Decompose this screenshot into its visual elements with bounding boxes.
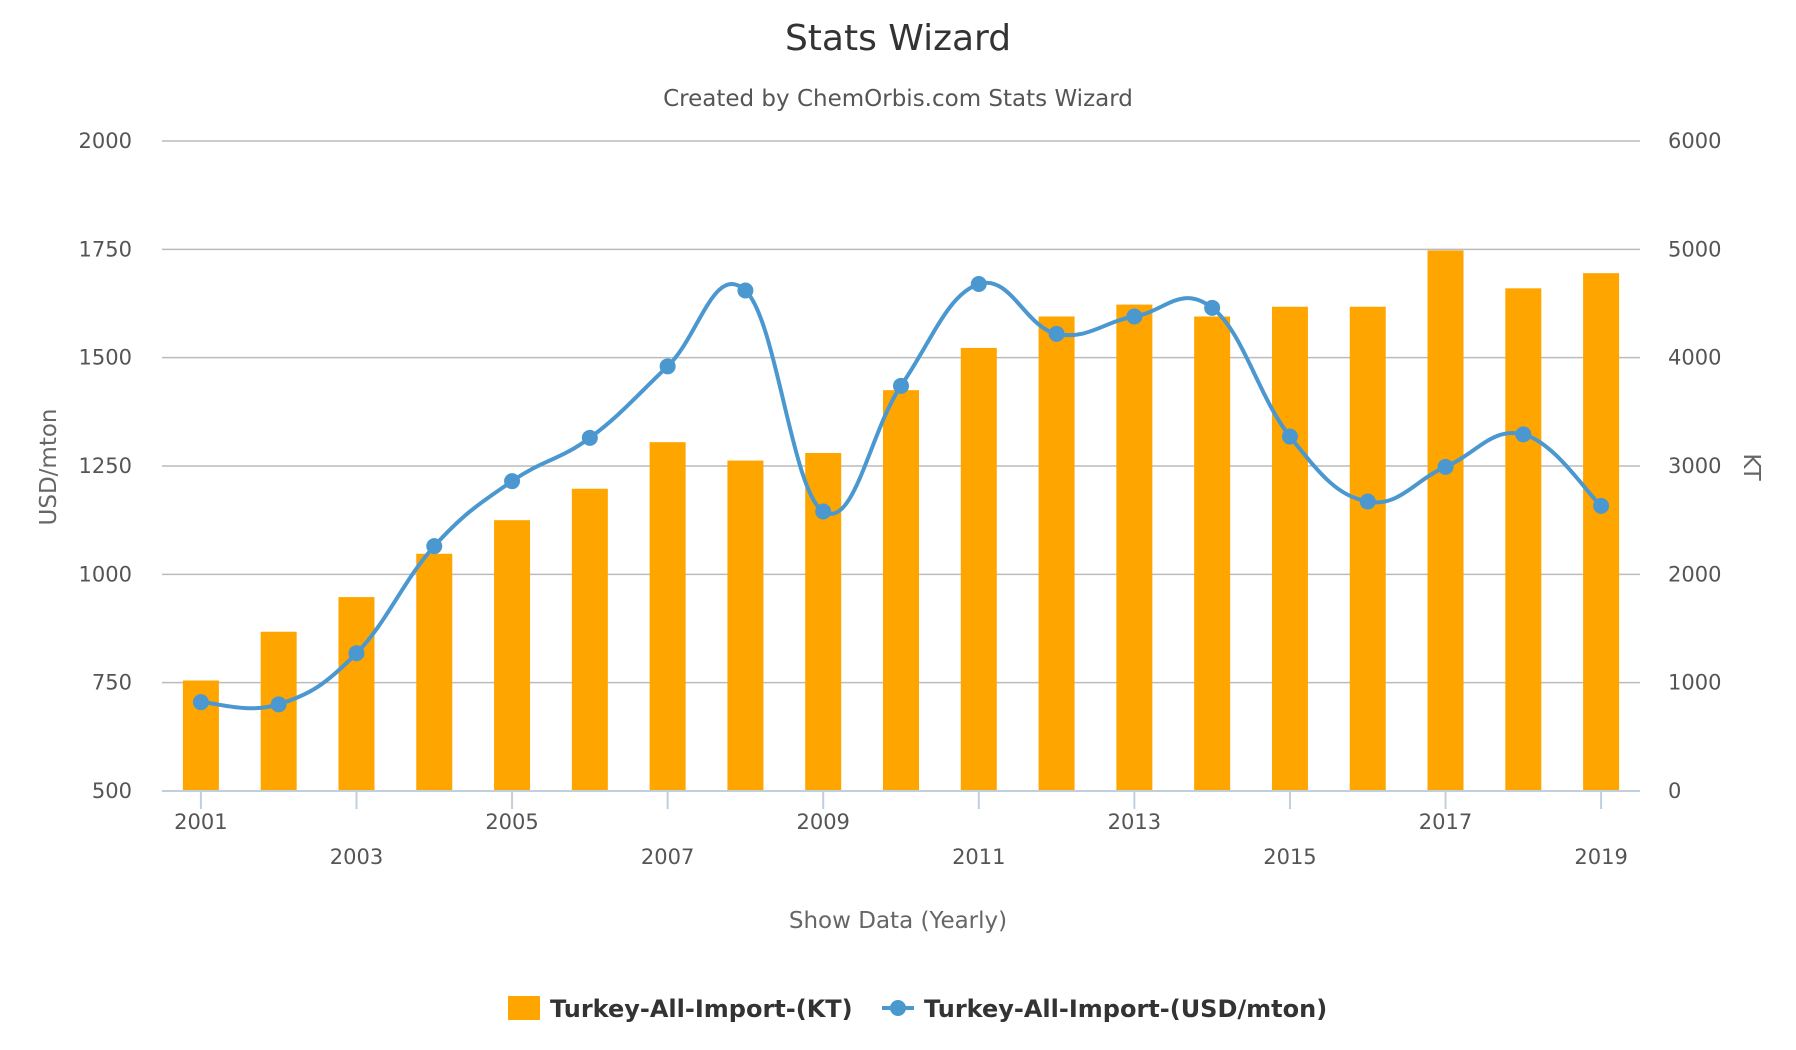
line-point [1126, 308, 1143, 325]
chart-title: Stats Wizard [785, 18, 1011, 59]
legend-bar-swatch [508, 996, 540, 1020]
line-point [192, 694, 209, 711]
bar [494, 520, 531, 791]
bar [1505, 288, 1542, 791]
bar [649, 442, 686, 791]
bar [416, 553, 453, 791]
y-left-tick-label: 1250 [79, 454, 132, 478]
x-tick-label: 2011 [952, 845, 1005, 869]
legend-label-usd: Turkey-All-Import-(USD/mton) [924, 995, 1327, 1023]
tick-labels: 500 750 1000 1250 1500 1750 2000 0 1000 2000 3000 4… [79, 129, 1722, 869]
line-point [893, 377, 909, 394]
bar [727, 460, 764, 791]
x-tick-label: 2019 [1574, 845, 1627, 869]
line-point [1359, 493, 1376, 510]
y-left-tick-label: 500 [92, 779, 132, 803]
y-right-tick-label: 4000 [1668, 346, 1721, 370]
line-path [200, 280, 1603, 711]
y-axis-left-title: USD/mton [36, 409, 62, 526]
y-left-tick-label: 750 [92, 671, 132, 695]
line-point [1515, 426, 1532, 443]
y-right-tick-label: 1000 [1668, 671, 1721, 695]
legend-item-kt[interactable]: Turkey-All-Import-(KT) [508, 995, 853, 1023]
line-point [270, 696, 287, 713]
x-tick-label: 2015 [1263, 845, 1316, 869]
x-tick-label: 2013 [1108, 810, 1161, 834]
line-point [1593, 497, 1610, 514]
y-right-tick-label: 6000 [1668, 129, 1721, 153]
bar [1271, 306, 1308, 791]
x-tick-label: 2001 [174, 810, 227, 834]
line-point [581, 429, 598, 446]
bar [960, 347, 997, 791]
y-right-tick-label: 0 [1668, 779, 1681, 803]
chart-subtitle: Created by ChemOrbis.com Stats Wizard [663, 86, 1133, 112]
legend-item-usd[interactable]: Turkey-All-Import-(USD/mton) [882, 995, 1327, 1023]
bar [1116, 304, 1153, 791]
legend-label-kt: Turkey-All-Import-(KT) [550, 995, 853, 1023]
x-axis [162, 790, 1640, 809]
line-point [970, 276, 987, 292]
bar [1038, 316, 1075, 791]
bar [1427, 250, 1464, 791]
y-left-tick-label: 2000 [79, 129, 132, 153]
bar-series [182, 250, 1620, 792]
line-point [659, 358, 676, 375]
y-right-tick-label: 5000 [1668, 237, 1721, 261]
bar [1583, 273, 1620, 792]
y-axis-right-title: KT [1738, 453, 1764, 481]
y-left-tick-label: 1000 [79, 562, 132, 586]
x-tick-label: 2007 [641, 845, 694, 869]
line-point [1281, 428, 1298, 445]
line-point [1048, 325, 1065, 342]
bar [1349, 306, 1386, 791]
bar [883, 390, 919, 791]
line-point [426, 538, 443, 555]
line-point [1204, 299, 1221, 316]
line-point [348, 645, 365, 662]
line-point [1437, 458, 1454, 475]
y-left-tick-label: 1750 [79, 237, 132, 261]
line-series [192, 276, 1610, 713]
y-right-tick-label: 2000 [1668, 562, 1721, 586]
x-tick-label: 2009 [796, 810, 849, 834]
x-tick-label: 2003 [330, 845, 383, 869]
bar [1194, 316, 1231, 791]
legend-marker-icon [890, 1000, 906, 1016]
line-point [504, 473, 521, 490]
x-tick-label: 2017 [1419, 810, 1472, 834]
line-point [815, 503, 832, 520]
legend[interactable]: Turkey-All-Import-(KT) Turkey-All-Import… [508, 995, 1327, 1023]
x-tick-label: 2005 [485, 810, 538, 834]
bar [571, 488, 608, 791]
bar [338, 597, 375, 791]
y-left-tick-label: 1500 [79, 346, 132, 370]
line-point [737, 282, 754, 299]
y-right-tick-label: 3000 [1668, 454, 1721, 478]
x-axis-title: Show Data (Yearly) [789, 908, 1007, 934]
